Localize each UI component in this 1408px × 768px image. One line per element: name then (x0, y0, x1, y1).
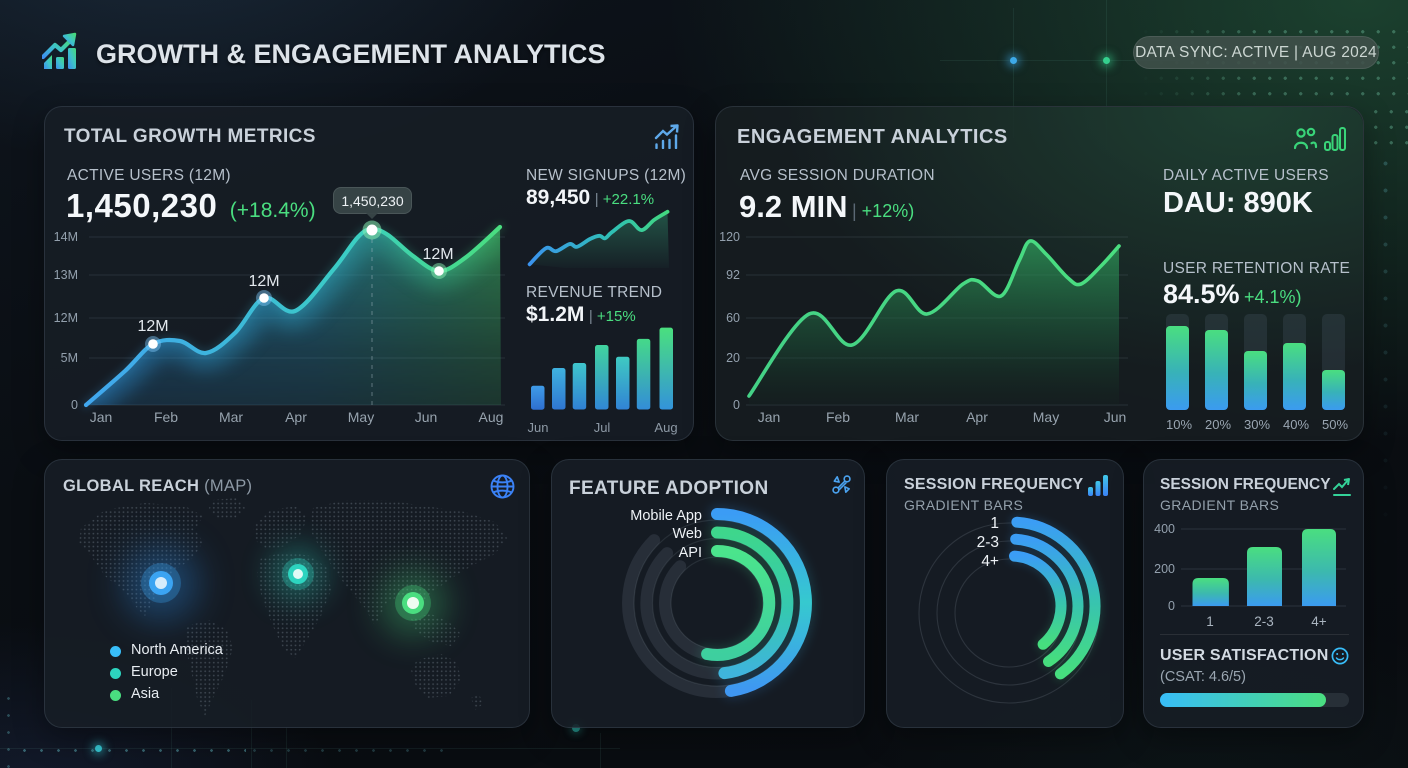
svg-text:12M: 12M (137, 318, 168, 335)
svg-text:92: 92 (726, 268, 740, 282)
svg-text:Jan: Jan (758, 409, 781, 425)
svg-text:May: May (1033, 409, 1059, 425)
svg-text:12M: 12M (54, 311, 78, 325)
svg-text:Jun: Jun (415, 409, 438, 425)
svg-text:13M: 13M (54, 268, 78, 282)
svg-text:12M: 12M (248, 273, 279, 290)
svg-text:Feb: Feb (826, 409, 850, 425)
svg-text:5M: 5M (61, 351, 78, 365)
svg-text:4+: 4+ (1311, 614, 1327, 629)
svg-text:Jan: Jan (90, 409, 113, 425)
svg-text:Mar: Mar (895, 409, 919, 425)
svg-text:14M: 14M (54, 230, 78, 244)
svg-text:0: 0 (1168, 599, 1175, 613)
svg-text:1: 1 (1206, 614, 1214, 629)
svg-text:Mar: Mar (219, 409, 243, 425)
svg-text:2-3: 2-3 (1254, 614, 1274, 629)
svg-text:400: 400 (1154, 522, 1175, 536)
svg-text:0: 0 (733, 398, 740, 412)
svg-text:60: 60 (726, 311, 740, 325)
svg-text:Aug: Aug (479, 409, 504, 425)
svg-text:May: May (348, 409, 374, 425)
svg-text:Apr: Apr (285, 409, 307, 425)
svg-text:Feb: Feb (154, 409, 178, 425)
svg-text:Jun: Jun (1104, 409, 1127, 425)
svg-text:0: 0 (71, 398, 78, 412)
svg-text:Apr: Apr (966, 409, 988, 425)
svg-text:120: 120 (719, 230, 740, 244)
svg-text:12M: 12M (422, 246, 453, 263)
svg-text:20: 20 (726, 351, 740, 365)
svg-text:200: 200 (1154, 562, 1175, 576)
